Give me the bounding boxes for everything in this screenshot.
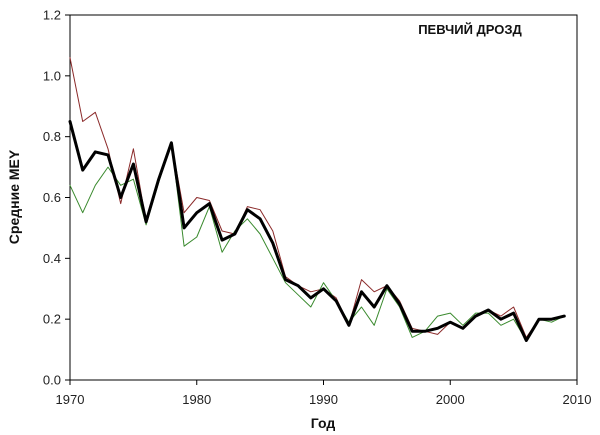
y-tick-label: 1.0 <box>43 68 61 83</box>
x-tick-label: 1970 <box>56 392 85 407</box>
x-axis: 1970 1980 1990 2000 2010 <box>56 380 592 407</box>
y-tick-label: 1.2 <box>43 8 61 23</box>
y-tick-label: 0.8 <box>43 129 61 144</box>
x-tick-label: 1980 <box>182 392 211 407</box>
x-axis-title: Год <box>311 415 336 431</box>
y-axis: 0.0 0.2 0.4 0.6 0.8 1.0 1.2 <box>43 8 70 388</box>
x-tick-label: 2010 <box>563 392 592 407</box>
y-tick-label: 0.4 <box>43 251 61 266</box>
x-tick-label: 1990 <box>309 392 338 407</box>
x-tick-label: 2000 <box>436 392 465 407</box>
y-axis-title: Средние MEY <box>6 149 22 244</box>
chart-title: ПЕВЧИЙ ДРОЗД <box>418 22 522 37</box>
y-tick-label: 0.2 <box>43 312 61 327</box>
y-tick-label: 0.6 <box>43 190 61 205</box>
y-tick-label: 0.0 <box>43 373 61 388</box>
series-layer <box>68 57 566 342</box>
series-line-2 <box>68 120 566 342</box>
